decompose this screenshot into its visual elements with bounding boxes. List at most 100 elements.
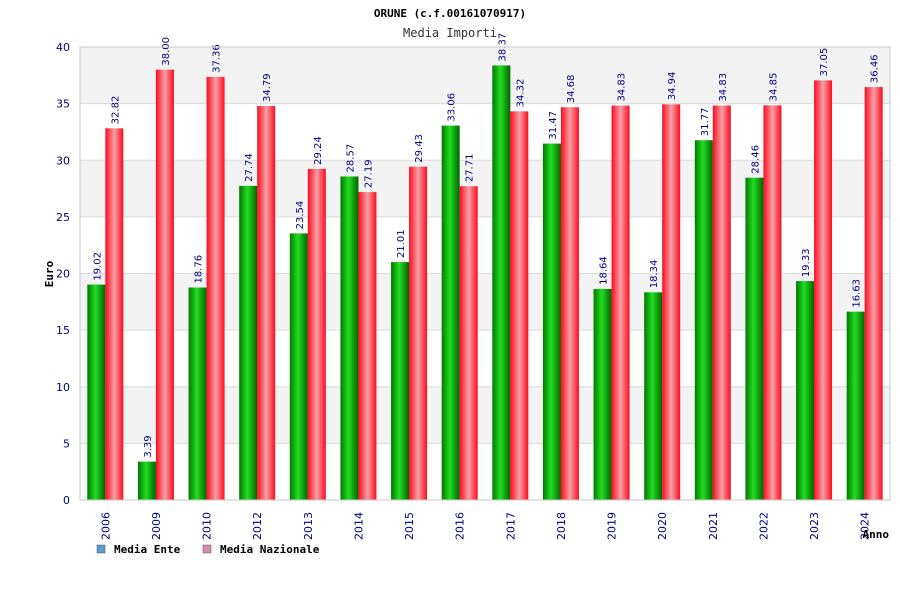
bar-media-ente-2013 <box>289 233 308 501</box>
data-label: 34.79 <box>262 73 273 102</box>
y-tick-label: 5 <box>63 437 70 450</box>
x-tick-label: 2017 <box>504 512 517 540</box>
y-tick-label: 10 <box>56 381 70 394</box>
data-label: 32.82 <box>110 96 121 125</box>
chart-title: ORUNE (c.f.00161070917) <box>374 7 526 20</box>
y-tick-label: 35 <box>56 98 70 111</box>
y-axis-ticks: 0 5 10 15 20 25 30 35 40 <box>56 41 70 507</box>
legend-label-media-nazionale: Media Nazionale <box>220 543 320 556</box>
bar-media-nazionale-2013 <box>307 168 326 500</box>
bar-media-nazionale-2006 <box>105 128 124 500</box>
bar-media-ente-2016 <box>441 125 460 501</box>
legend-swatch-media-ente <box>96 544 106 554</box>
data-label: 27.74 <box>244 153 255 182</box>
bar-media-ente-2024 <box>846 311 865 500</box>
chart-subtitle: Media Importi <box>403 26 497 40</box>
y-axis-label: Euro <box>43 260 56 287</box>
x-tick-label: 2020 <box>656 512 669 540</box>
bar-media-ente-2022 <box>745 177 764 501</box>
bar-media-nazionale-2020 <box>662 104 681 500</box>
plot-area-border <box>79 46 891 501</box>
data-label: 28.46 <box>750 145 761 174</box>
bar-media-ente-2015 <box>391 262 410 500</box>
bar-media-ente-2019 <box>593 288 612 500</box>
data-label: 18.64 <box>599 256 610 285</box>
data-label: 38.00 <box>161 37 172 66</box>
data-label: 34.94 <box>667 72 678 101</box>
x-tick-label: 2013 <box>302 512 315 540</box>
data-label: 34.83 <box>617 73 628 102</box>
x-tick-label: 2021 <box>707 512 720 540</box>
x-tick-label: 2019 <box>606 512 619 540</box>
data-label: 34.32 <box>515 79 526 108</box>
data-label: 27.71 <box>465 154 476 183</box>
bar-media-nazionale-2018 <box>560 107 579 501</box>
bar-media-ente-2021 <box>694 140 713 500</box>
bar-media-nazionale-2024 <box>864 87 883 500</box>
x-tick-label: 2014 <box>352 512 365 540</box>
y-tick-label: 25 <box>56 211 70 224</box>
data-label: 23.54 <box>295 201 306 230</box>
data-label: 36.46 <box>870 54 881 83</box>
x-tick-label: 2016 <box>454 512 467 540</box>
data-label: 37.36 <box>212 44 223 73</box>
data-label: 21.01 <box>396 229 407 258</box>
x-tick-label: 2022 <box>757 512 770 540</box>
bar-media-nazionale-2015 <box>409 166 428 500</box>
data-label: 34.83 <box>718 73 729 102</box>
data-label: 31.77 <box>700 108 711 137</box>
bar-media-nazionale-2016 <box>459 186 478 500</box>
bar-media-nazionale-2022 <box>763 105 782 500</box>
data-label: 19.02 <box>92 252 103 281</box>
bar-media-ente-2014 <box>340 176 359 500</box>
bar-media-nazionale-2023 <box>814 80 833 500</box>
y-tick-label: 20 <box>56 268 70 281</box>
data-label: 37.05 <box>819 48 830 77</box>
legend-swatch-media-nazionale <box>202 544 212 554</box>
data-label: 33.06 <box>447 93 458 122</box>
data-label: 18.76 <box>194 255 205 284</box>
legend: Media Ente Media Nazionale <box>96 543 320 556</box>
data-label: 16.63 <box>852 279 863 308</box>
x-axis-ticks: 2006 2009 2010 2012 2013 2014 2015 2016 2017 2018… <box>99 512 871 540</box>
bar-media-nazionale-2014 <box>358 192 377 501</box>
y-tick-label: 0 <box>63 494 70 507</box>
bar-media-nazionale-2019 <box>611 105 630 501</box>
x-axis-label: Anno <box>863 528 890 541</box>
data-label: 29.24 <box>313 136 324 165</box>
bar-media-ente-2010 <box>188 287 207 500</box>
bar-media-nazionale-2012 <box>257 106 276 501</box>
data-label: 34.68 <box>566 75 577 104</box>
data-label: 27.19 <box>363 159 374 188</box>
x-tick-label: 2015 <box>403 512 416 540</box>
x-tick-label: 2023 <box>808 512 821 540</box>
data-label: 18.34 <box>649 260 660 289</box>
data-label: 34.85 <box>768 73 779 102</box>
legend-label-media-ente: Media Ente <box>114 543 181 556</box>
bar-media-ente-2020 <box>644 292 663 500</box>
x-tick-label: 2012 <box>251 512 264 540</box>
bar-media-nazionale-2010 <box>206 76 225 500</box>
data-label: 28.57 <box>345 144 356 173</box>
bar-media-nazionale-2017 <box>510 111 529 501</box>
bar-media-ente-2018 <box>542 143 561 501</box>
bar-media-ente-2023 <box>796 281 815 500</box>
y-tick-label: 30 <box>56 154 70 167</box>
bars-group <box>87 65 883 501</box>
data-label: 29.43 <box>414 134 425 163</box>
x-tick-label: 2009 <box>150 512 163 540</box>
bar-media-nazionale-2021 <box>712 105 731 501</box>
bar-media-ente-2006 <box>87 284 106 500</box>
x-tick-label: 2006 <box>99 512 112 540</box>
x-tick-label: 2024 <box>859 512 872 540</box>
data-label: 31.47 <box>548 111 559 140</box>
data-label: 19.33 <box>801 248 812 277</box>
bar-media-ente-2012 <box>239 185 258 501</box>
data-label: 3.39 <box>143 435 154 457</box>
y-tick-label: 15 <box>56 324 70 337</box>
bar-media-ente-2017 <box>492 65 511 500</box>
bar-media-nazionale-2009 <box>155 69 174 501</box>
x-tick-label: 2018 <box>555 512 568 540</box>
y-tick-label: 40 <box>56 41 70 54</box>
